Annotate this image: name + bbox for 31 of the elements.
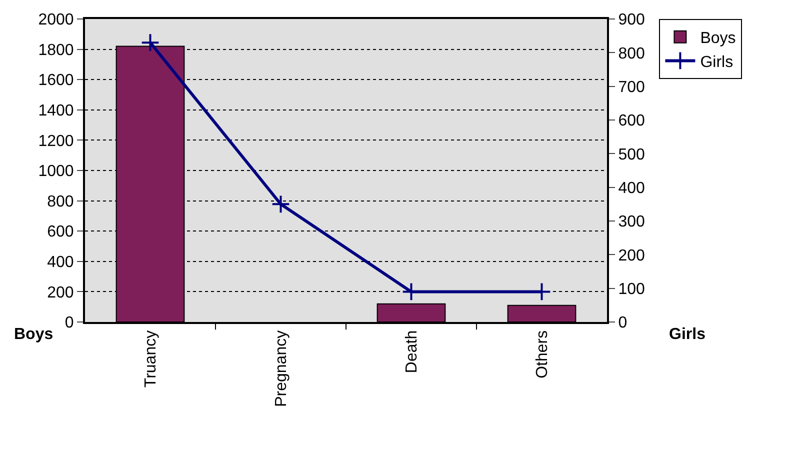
y-tick-label: 1800 — [38, 42, 74, 59]
y-axis-title: Boys — [14, 326, 54, 343]
y-tick-label: 2000 — [38, 12, 74, 29]
y-tick-label: 800 — [47, 193, 74, 210]
y-tick-label: 200 — [47, 284, 74, 302]
y-tick-label: 1600 — [38, 72, 74, 90]
y2-tick-label: 100 — [618, 280, 645, 298]
legend-label: Girls — [700, 54, 734, 71]
y2-axis-title: Girls — [669, 326, 706, 343]
y2-tick-label: 500 — [618, 146, 645, 164]
y2-tick-label: 600 — [618, 112, 645, 130]
y-tick-label: 600 — [47, 224, 74, 241]
y-tick-label: 1200 — [38, 132, 74, 150]
legend-label: Boys — [700, 30, 736, 48]
x-tick-label: Pregnancy — [272, 330, 290, 407]
y2-tick-label: 0 — [618, 314, 628, 332]
y-tick-label: 1000 — [38, 163, 74, 180]
y-tick-label: 0 — [64, 314, 74, 332]
y2-tick-label: 200 — [618, 247, 645, 264]
x-tick-label: Truancy — [142, 330, 160, 388]
y2-tick-label: 800 — [618, 45, 645, 62]
y2-tick-label: 300 — [618, 214, 645, 231]
y2-tick-label: 400 — [618, 180, 645, 197]
y-tick-label: 400 — [47, 254, 74, 271]
y2-tick-label: 700 — [618, 78, 645, 96]
x-tick-label: Death — [403, 330, 420, 374]
x-tick-label: Others — [534, 330, 551, 378]
y2-tick-label: 900 — [618, 12, 645, 29]
point — [271, 194, 290, 214]
point — [140, 33, 160, 52]
y-tick-label: 1400 — [38, 102, 74, 120]
